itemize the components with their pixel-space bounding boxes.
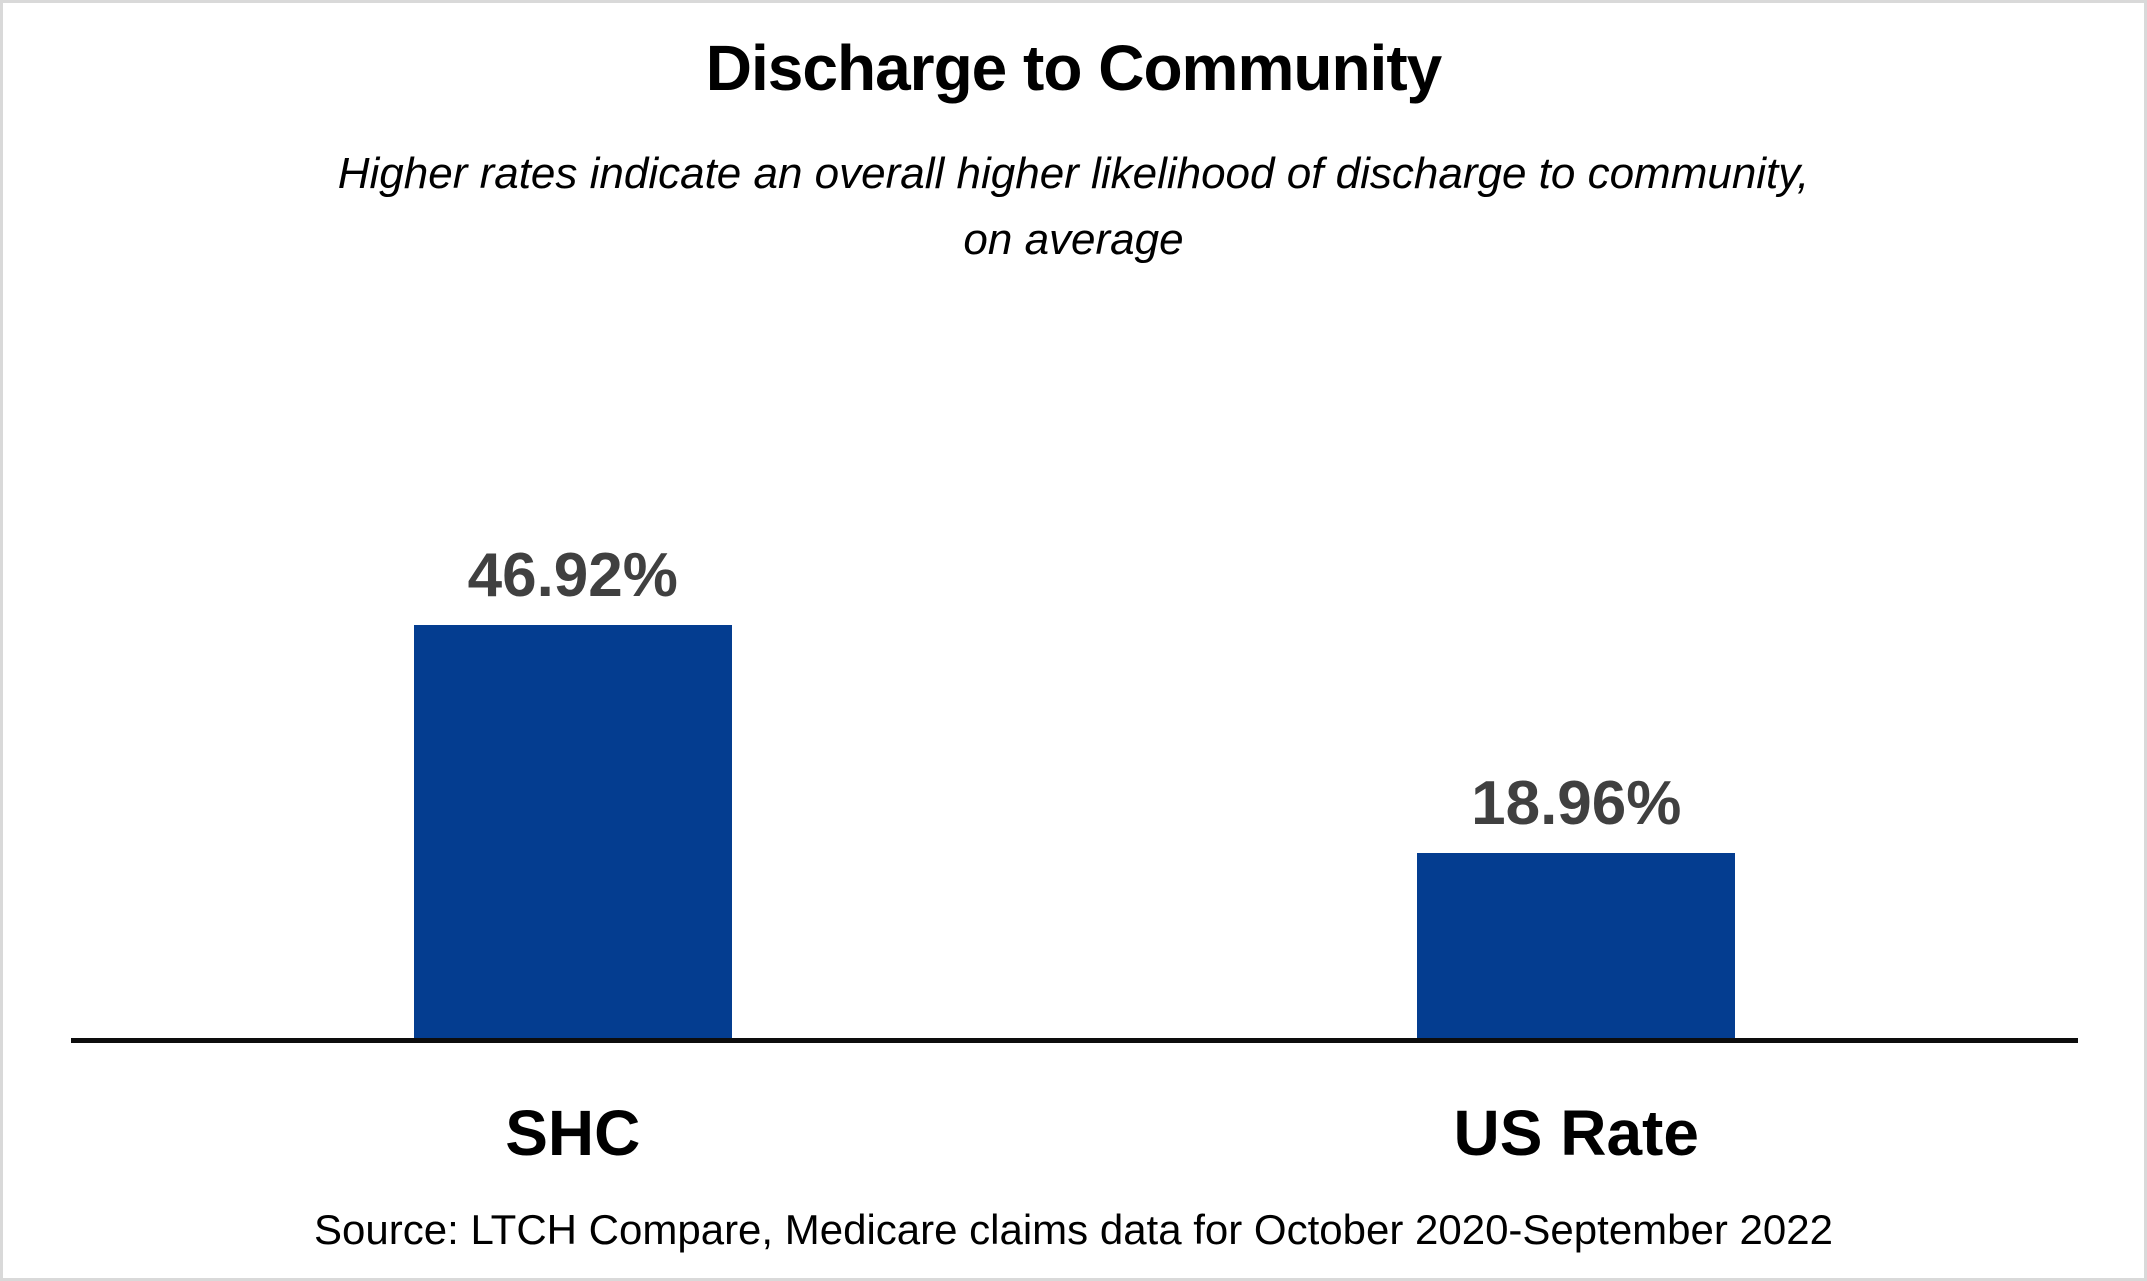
value-label: 46.92%	[467, 541, 678, 610]
bar-group-shc: 46.92%	[71, 545, 1075, 1041]
source-note: Source: LTCH Compare, Medicare claims da…	[314, 1206, 1833, 1253]
category-axis: SHC US Rate	[71, 1101, 2078, 1165]
chart-subtitle: Higher rates indicate an overall higher …	[337, 149, 1810, 264]
category-label-shc: SHC	[505, 1097, 641, 1169]
value-label: 18.96%	[1471, 768, 1682, 838]
bar-group-us-rate: 18.96%	[1075, 545, 2079, 1041]
bar-us-rate	[1417, 852, 1736, 1041]
plot-area: 46.92% 18.96%	[71, 545, 2078, 1041]
category-label-us-rate: US Rate	[1453, 1097, 1699, 1169]
bar-shc	[413, 625, 732, 1041]
x-axis-line	[71, 1038, 2078, 1043]
chart-title: Discharge to Community	[705, 32, 1442, 104]
